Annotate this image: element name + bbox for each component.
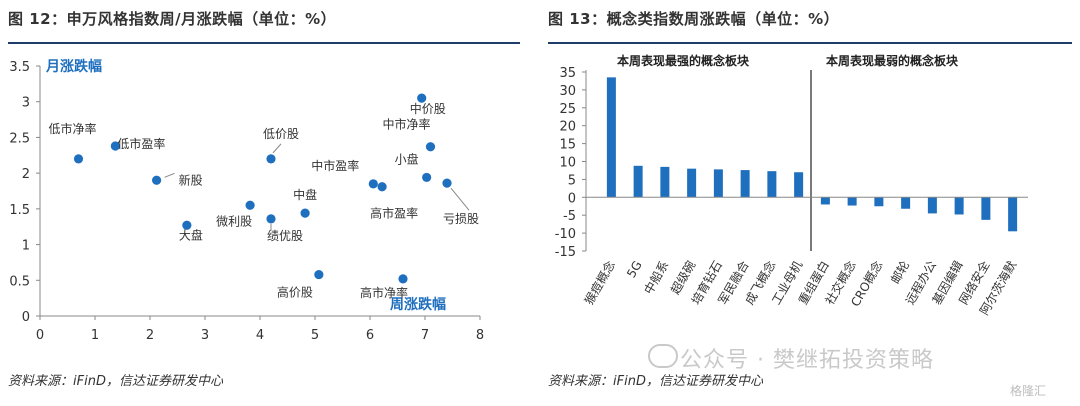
bar [740, 170, 750, 198]
scatter-point-label: 中市净率 [383, 117, 431, 132]
scatter-x-tick-label: 5 [311, 328, 319, 343]
scatter-y-tick-label: 0.5 [9, 274, 30, 289]
left-source-note: 资料来源：iFinD，信达证券研发中心 [8, 374, 223, 389]
scatter-point [368, 179, 378, 189]
scatter-point-label: 新股 [179, 172, 203, 187]
scatter-y-tick-label: 3.5 [9, 60, 30, 75]
scatter-y-tick-label: 2.5 [9, 131, 30, 146]
scatter-point-label: 亏损股 [443, 212, 479, 226]
bar [874, 197, 884, 207]
wechat-icon [648, 344, 678, 368]
scatter-point [377, 182, 387, 192]
scatter-point [73, 154, 84, 164]
bar-category-label: 中船系 [640, 258, 671, 297]
scatter-y-label: 月涨跌幅 [45, 58, 102, 75]
scatter-point [245, 200, 255, 210]
scatter-point-label: 高市净率 [360, 285, 408, 300]
bar [713, 169, 723, 198]
scatter-point [266, 154, 276, 164]
bar [660, 166, 670, 198]
bar [820, 197, 830, 205]
scatter-point [417, 93, 427, 103]
scatter-x-tick-label: 7 [421, 328, 429, 343]
scatter-point-label: 小盘 [395, 151, 419, 166]
scatter-x-tick-label: 2 [146, 328, 154, 343]
bar [901, 197, 911, 209]
right-chart-title: 图 13：概念类指数周涨跌幅（单位：%） [548, 10, 840, 28]
scatter-point-label: 中盘 [293, 187, 317, 202]
scatter-point-label: 高价股 [277, 285, 313, 300]
bar-y-tick-label: 10 [559, 156, 576, 171]
scatter-point-label: 低市盈率 [117, 136, 165, 151]
bar-category-label: 邮轮 [888, 259, 912, 287]
bar-category-label: 5G [624, 259, 645, 281]
bar-y-tick-label: 0 [568, 191, 576, 206]
scatter-x-label: 周涨跌幅 [390, 296, 446, 313]
scatter-y-tick-label: 1 [22, 239, 30, 254]
scatter-point-label: 低市净率 [49, 121, 97, 136]
bar [767, 171, 777, 198]
bar-y-tick-label: -15 [555, 245, 576, 260]
scatter-x-tick-label: 8 [476, 328, 484, 343]
left-chart-title: 图 12：申万风格指数周/月涨跌幅（单位：%） [8, 10, 337, 28]
bar [606, 77, 616, 198]
bar-y-tick-label: 30 [559, 84, 576, 99]
scatter-point [266, 214, 276, 224]
bar-y-tick-label: 35 [559, 66, 576, 81]
watermark-text: 公众号 · 樊继拓投资策略 [680, 348, 934, 373]
scatter-point [314, 269, 324, 280]
weak-group-label: 本周表现最弱的概念板块 [826, 53, 959, 68]
right-source-note: 资料来源：iFinD，信达证券研发中心 [548, 374, 763, 389]
bar [847, 197, 857, 206]
scatter-point-label: 低价股 [263, 127, 299, 141]
scatter-point [425, 142, 436, 152]
scatter-x-tick-label: 3 [201, 328, 209, 343]
scatter-leader-line [450, 187, 470, 211]
scatter-point-label: 中市盈率 [311, 158, 359, 173]
scatter-y-tick-label: 2 [22, 167, 30, 182]
bar-category-label: 猴痘概念 [581, 258, 618, 307]
scatter-chart: 0 0.5 1 1.5 2 2.5 3 3.5 0 1 2 3 4 5 6 7 8 月涨跌幅 周涨跌幅 低市净… [9, 58, 484, 343]
scatter-point [442, 178, 452, 188]
bar [981, 197, 991, 220]
scatter-x-tick-label: 0 [36, 328, 44, 343]
bar [687, 168, 697, 198]
scatter-point [300, 208, 310, 218]
bar-y-tick-label: -5 [563, 209, 576, 224]
scatter-y-tick-label: 0 [22, 310, 30, 325]
scatter-leader-line [272, 143, 282, 154]
scatter-point-label: 微利股 [216, 214, 252, 228]
scatter-leader-line [164, 172, 175, 178]
bar [794, 172, 804, 198]
scatter-point [422, 172, 432, 183]
bar [927, 197, 937, 214]
scatter-point-label: 大盘 [179, 227, 203, 242]
bar-y-tick-label: 15 [559, 138, 576, 153]
scatter-x-tick-label: 1 [91, 328, 99, 343]
scatter-y-tick-label: 1.5 [9, 203, 30, 218]
bar-y-tick-label: 20 [559, 120, 576, 135]
scatter-x-tick-label: 6 [366, 328, 374, 343]
scatter-point [182, 220, 192, 230]
bar [633, 165, 643, 198]
bar-y-tick-label: -10 [555, 227, 576, 242]
bar [1008, 197, 1018, 232]
scatter-x-tick-label: 4 [256, 328, 264, 343]
scatter-point-label: 绩优股 [267, 229, 303, 243]
corner-watermark: 格隆汇 [1010, 384, 1047, 398]
scatter-point-label: 中价股 [410, 101, 446, 116]
scatter-point [110, 141, 120, 151]
bar-chart: 本周表现最强的概念板块 本周表现最弱的概念板块 35 30 25 20 15 10 5 0 -5… [555, 53, 1028, 317]
scatter-point [398, 274, 408, 284]
bar-y-tick-label: 5 [568, 173, 576, 188]
bar-y-tick-label: 25 [559, 102, 576, 117]
scatter-point [152, 175, 162, 185]
right-title-rule [548, 42, 1072, 44]
bar [954, 197, 964, 215]
scatter-point-label: 高市盈率 [370, 206, 418, 221]
scatter-y-tick-label: 3 [22, 96, 30, 111]
strong-group-label: 本周表现最强的概念板块 [617, 53, 750, 68]
left-title-rule [8, 42, 520, 44]
